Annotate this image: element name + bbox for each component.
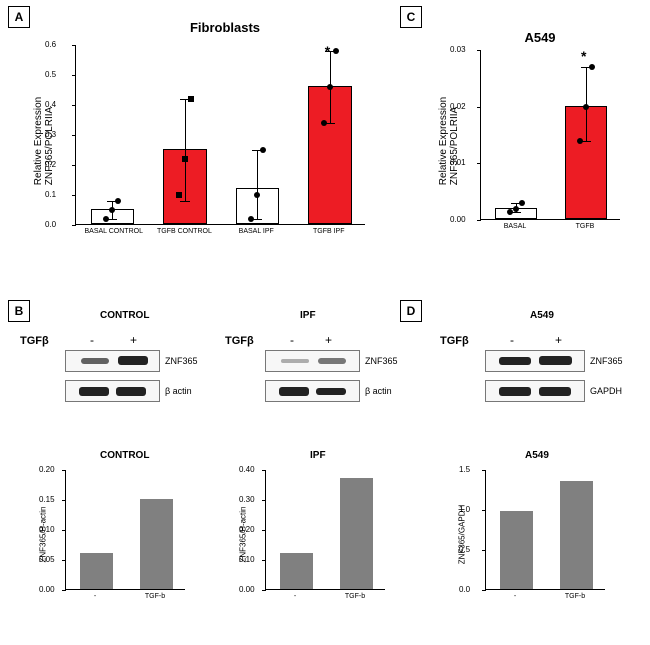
blot-d-znf365-label: ZNF365 [590, 356, 623, 366]
panel-b-quant-control-title: CONTROL [100, 450, 149, 461]
panel-label-c: C [400, 6, 422, 28]
blot-d-znf365 [485, 350, 585, 372]
panel-c-chart [480, 50, 620, 220]
panel-d-plus: + [555, 333, 562, 347]
panel-a-chart [75, 45, 365, 225]
panel-b-tgfb-label-1: TGFβ [20, 335, 49, 347]
panel-d-minus: - [510, 333, 514, 347]
blot-ipf-actin [265, 380, 360, 402]
panel-b-minus-2: - [290, 333, 294, 347]
panel-b-ipf-label: IPF [300, 310, 316, 321]
panel-d-title: A549 [530, 310, 554, 321]
panel-label-b: B [8, 300, 30, 322]
blot-control-znf365 [65, 350, 160, 372]
blot-d-gapdh-label: GAPDH [590, 386, 622, 396]
panel-b-quant-ipf [265, 470, 385, 590]
panel-b-plus-1: + [130, 333, 137, 347]
panel-b-quant-control [65, 470, 185, 590]
panel-b-tgfb-label-2: TGFβ [225, 335, 254, 347]
blot-control-actin-label: β actin [165, 386, 192, 396]
blot-ipf-actin-label: β actin [365, 386, 392, 396]
panel-c-title: A549 [500, 30, 580, 45]
panel-d-quant-title: A549 [525, 450, 549, 461]
panel-b-control-label: CONTROL [100, 310, 149, 321]
panel-label-d: D [400, 300, 422, 322]
blot-d-gapdh [485, 380, 585, 402]
blot-control-znf365-label: ZNF365 [165, 356, 198, 366]
blot-control-actin [65, 380, 160, 402]
panel-label-a: A [8, 6, 30, 28]
panel-a-ylabel: Relative ExpressionZNF365/POLRIIA [33, 97, 55, 185]
panel-b-minus-1: - [90, 333, 94, 347]
panel-a-title: Fibroblasts [150, 20, 300, 35]
panel-b-plus-2: + [325, 333, 332, 347]
blot-ipf-znf365-label: ZNF365 [365, 356, 398, 366]
panel-d-quant [485, 470, 605, 590]
panel-b-quant-ipf-title: IPF [310, 450, 326, 461]
blot-ipf-znf365 [265, 350, 360, 372]
panel-d-tgfb-label: TGFβ [440, 335, 469, 347]
